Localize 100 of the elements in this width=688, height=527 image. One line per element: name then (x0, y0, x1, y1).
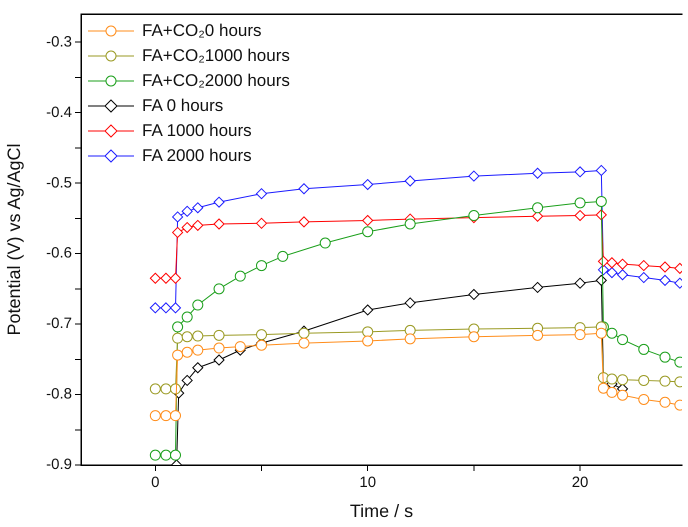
x-tick-label: 20 (572, 474, 588, 492)
point (182, 222, 193, 234)
point (617, 374, 628, 386)
point (160, 410, 172, 422)
y-tick-label: -0.8 (46, 386, 72, 403)
y-tick-label: -0.3 (46, 33, 72, 50)
point (214, 196, 225, 208)
point (617, 269, 628, 280)
point (468, 288, 480, 300)
legend-label: FA+CO₂0 hours (142, 20, 262, 42)
point (192, 300, 204, 311)
point (214, 330, 225, 341)
point (182, 312, 193, 323)
point (182, 331, 193, 342)
point (638, 260, 650, 272)
point (256, 260, 268, 272)
point (298, 328, 310, 339)
point (606, 386, 618, 398)
point (638, 344, 650, 355)
point (298, 216, 310, 228)
point (362, 226, 374, 238)
point (214, 218, 225, 230)
point (170, 272, 182, 284)
x-tick-label: 10 (359, 474, 376, 492)
point (596, 196, 607, 207)
point (172, 211, 184, 222)
point (192, 220, 204, 231)
point (468, 331, 480, 342)
point (256, 329, 268, 340)
point (172, 332, 184, 344)
point (150, 410, 161, 422)
point (150, 272, 161, 284)
point (596, 164, 607, 176)
legend-label: FA 1000 hours (142, 120, 252, 142)
point (638, 374, 650, 386)
y-tick-label: -0.4 (46, 104, 72, 121)
point (160, 302, 172, 314)
point (160, 272, 172, 284)
point (362, 335, 374, 346)
point (234, 341, 246, 352)
point (150, 450, 161, 461)
point (532, 168, 544, 179)
point (596, 328, 607, 339)
point (362, 214, 374, 226)
x-axis-title: Time / s (350, 501, 414, 522)
point (574, 166, 586, 178)
point (277, 250, 288, 262)
legend-label: FA 2000 hours (142, 145, 252, 167)
point (617, 258, 628, 270)
point (256, 218, 268, 229)
point (606, 374, 618, 385)
point (170, 410, 182, 422)
point (192, 330, 204, 342)
point (638, 272, 650, 284)
point (606, 328, 618, 339)
point (170, 450, 182, 461)
legend-label: FA+CO₂2000 hours (142, 70, 290, 92)
point (404, 218, 416, 230)
point (606, 257, 618, 268)
point (182, 346, 193, 358)
point (404, 176, 416, 187)
point (404, 333, 416, 344)
point (468, 170, 480, 182)
point (214, 354, 225, 366)
point (574, 329, 586, 340)
point (192, 362, 204, 374)
legend-label: FA 0 hours (142, 95, 224, 117)
point (298, 183, 310, 194)
point (160, 383, 172, 394)
point (532, 282, 544, 293)
point (532, 202, 544, 214)
point (660, 376, 671, 387)
point (150, 383, 161, 394)
point (214, 283, 225, 294)
point (298, 338, 310, 349)
point (660, 396, 671, 408)
point (182, 374, 193, 386)
point (256, 188, 268, 200)
point (617, 334, 628, 346)
y-tick-label: -0.7 (46, 315, 72, 332)
point (574, 197, 586, 208)
point (660, 261, 671, 272)
point (182, 206, 193, 217)
point (660, 274, 671, 286)
point (192, 202, 204, 214)
point (320, 238, 331, 249)
point (617, 390, 628, 401)
point (660, 352, 671, 363)
point (404, 297, 416, 308)
point (574, 210, 586, 222)
point (172, 226, 184, 238)
point (362, 304, 374, 316)
y-tick-label: -0.5 (46, 174, 72, 192)
x-tick-label: 0 (151, 474, 160, 492)
point (192, 344, 204, 356)
point (170, 302, 182, 314)
point (362, 179, 374, 190)
point (160, 450, 172, 461)
y-axis-title: Potential (V) vs Ag/AgCl (4, 143, 24, 336)
point (362, 326, 374, 338)
